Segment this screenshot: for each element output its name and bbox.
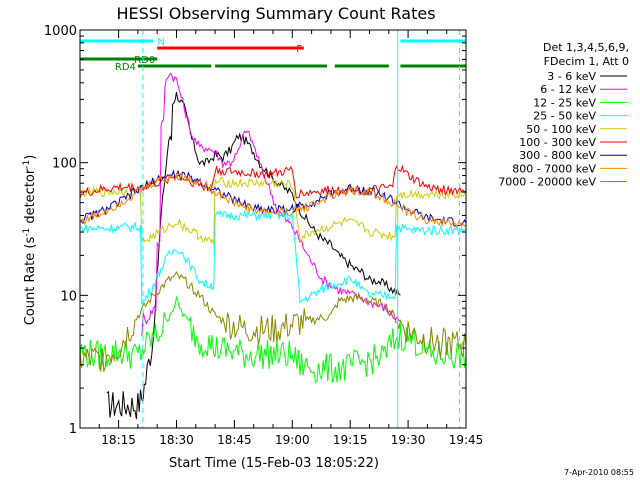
legend-header-2: FDecim 1, Att 0: [544, 55, 629, 68]
x-tick-label: 19:30: [391, 433, 426, 447]
series-line: [79, 209, 467, 305]
series-line: [79, 271, 467, 372]
legend-label: 25 - 50 keV: [533, 110, 596, 123]
y-axis-label-main: Count Rate (s: [23, 237, 38, 326]
series-line: [106, 92, 401, 420]
x-tick-label: 19:00: [275, 433, 310, 447]
legend-label: 100 - 300 keV: [519, 136, 596, 149]
legend-label: 7000 - 20000 keV: [498, 176, 596, 189]
legend-label: 12 - 25 keV: [533, 96, 596, 109]
series-line: [79, 172, 467, 229]
series-line: [79, 164, 467, 199]
series-line: [79, 295, 467, 384]
y-tick-label: 10: [60, 289, 77, 304]
state-bar-label: F: [296, 44, 302, 55]
y-axis-label: Count Rate (s-1 detector-1): [22, 155, 38, 326]
y-axis-label-mid: detector: [23, 168, 38, 228]
legend-label: 6 - 12 keV: [540, 83, 596, 96]
legend-label: 300 - 800 keV: [519, 149, 596, 162]
legend: Det 1,3,4,5,6,9, FDecim 1, Att 0 3 - 6 k…: [498, 41, 629, 189]
y-tick-label: 1000: [44, 24, 77, 39]
x-axis-label: Start Time (15-Feb-03 18:05:22): [169, 456, 379, 471]
legend-label: 3 - 6 keV: [547, 70, 596, 83]
y-tick-label: 100: [52, 157, 77, 172]
legend-label: 50 - 100 keV: [526, 123, 596, 136]
y-axis-label-sup2: -1: [22, 160, 32, 169]
y-axis-label-sup1: -1: [22, 228, 32, 237]
state-bar-label: N: [157, 37, 164, 48]
y-axis-label-end: ): [23, 155, 38, 160]
footer-date: 7-Apr-2010 08:55: [564, 468, 634, 477]
x-tick-label: 19:15: [333, 433, 368, 447]
reference-lines: [142, 30, 460, 428]
state-bar-label: RD0: [134, 55, 155, 66]
x-tick-label: 19:45: [449, 433, 484, 447]
axes: 18:15 18:30 18:45 19:00 19:15 19:30 19:45 1 10 10…: [44, 24, 483, 447]
y-tick-label: 1: [69, 422, 77, 437]
state-bar-label: RD4: [115, 62, 136, 73]
legend-label: 800 - 7000 keV: [512, 162, 596, 175]
x-tick-label: 18:15: [101, 433, 136, 447]
series-line: [79, 177, 467, 245]
x-tick-label: 18:30: [159, 433, 194, 447]
x-tick-label: 18:45: [217, 433, 252, 447]
series-group: [79, 72, 467, 420]
chart-title: HESSI Observing Summary Count Rates: [116, 4, 435, 23]
legend-header-1: Det 1,3,4,5,6,9,: [543, 41, 629, 54]
